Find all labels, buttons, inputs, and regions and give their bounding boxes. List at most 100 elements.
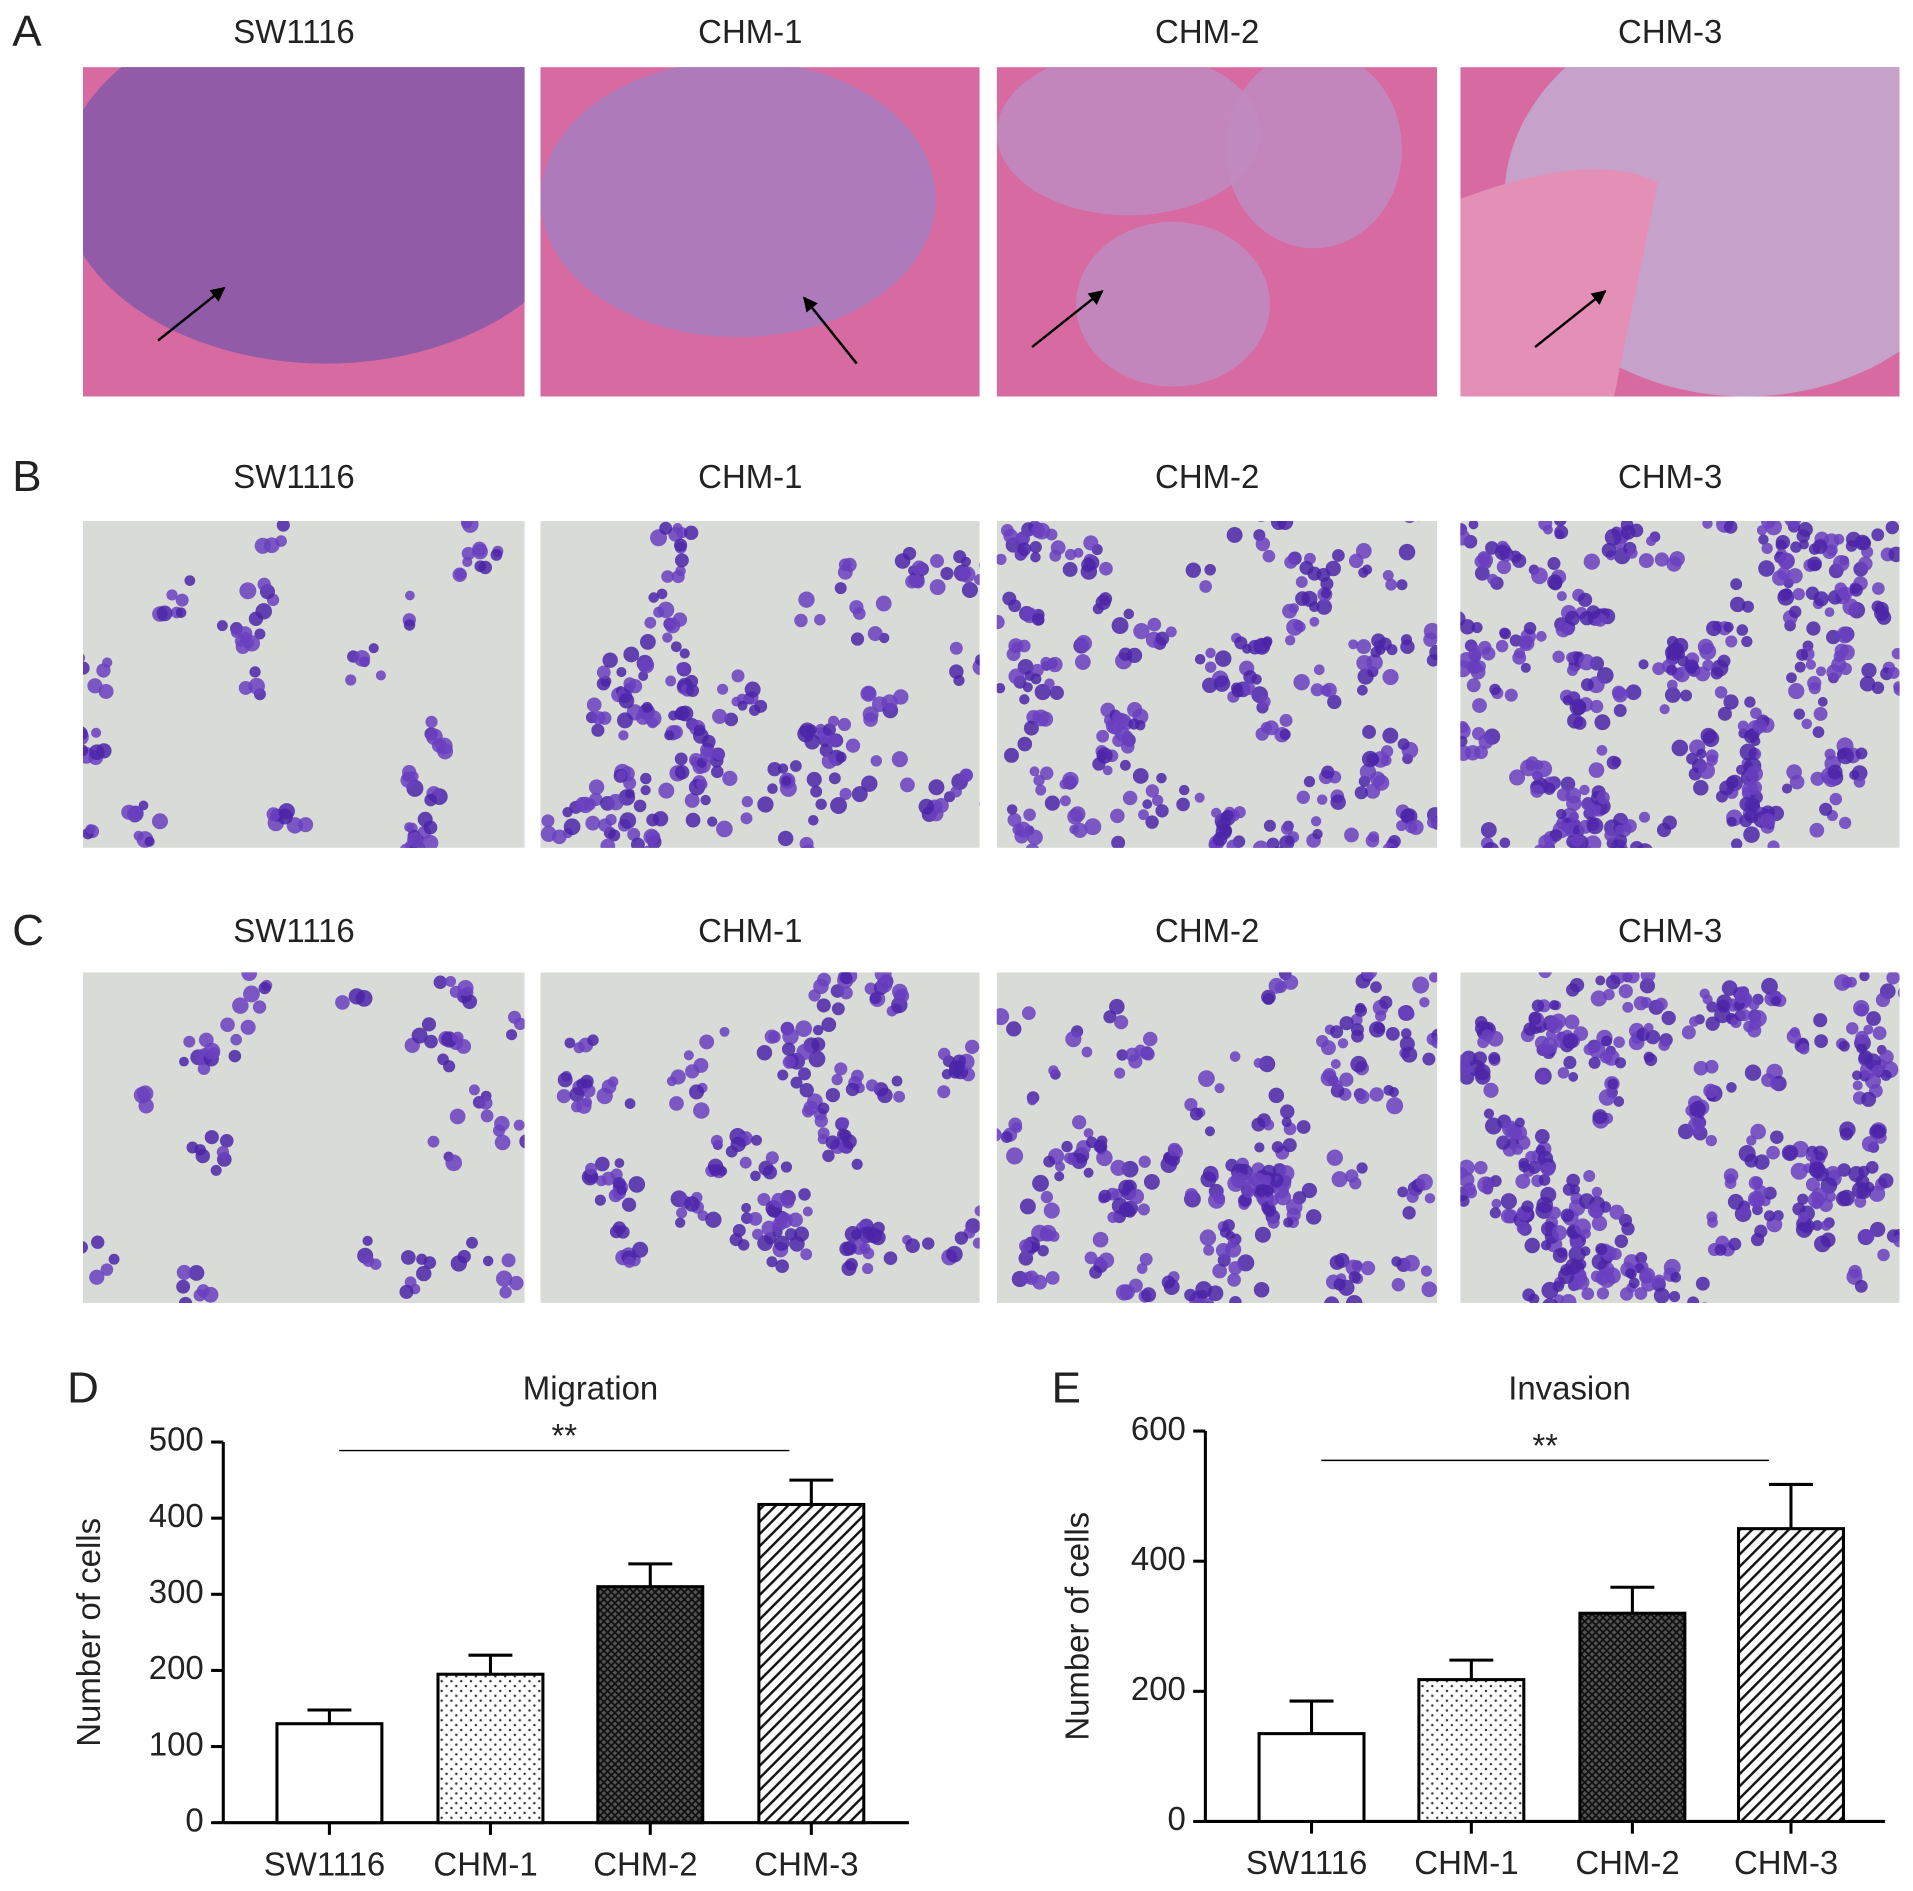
- cell: [1741, 600, 1754, 613]
- cell: [996, 1128, 1002, 1142]
- cell: [1424, 1193, 1436, 1204]
- cell: [851, 1158, 863, 1170]
- cell: [1626, 547, 1638, 559]
- cell: [1329, 1255, 1345, 1270]
- error-bar: [789, 1478, 834, 1505]
- cell: [1006, 804, 1018, 815]
- cell: [585, 1162, 598, 1175]
- cell: [82, 653, 86, 663]
- cell: [564, 1037, 576, 1049]
- cell: [1258, 1055, 1276, 1073]
- cell: [839, 787, 852, 800]
- cell: [1035, 784, 1047, 796]
- cell: [774, 1235, 790, 1251]
- tumor-region: [996, 67, 1261, 216]
- cell: [946, 1245, 963, 1263]
- photo: [1460, 520, 1900, 848]
- cell: [89, 744, 105, 761]
- cell: [1138, 1155, 1151, 1168]
- cell: [98, 683, 114, 699]
- tumor-region: [1076, 221, 1270, 387]
- x-tick-label: CHM-1: [433, 1845, 537, 1882]
- cell: [1416, 1173, 1433, 1191]
- cell: [1605, 974, 1621, 990]
- cell: [176, 1264, 192, 1280]
- cell: [1504, 688, 1518, 702]
- photo-content: [996, 505, 1438, 848]
- cell: [1855, 1030, 1869, 1045]
- cell: [1045, 1271, 1060, 1285]
- cell: [197, 1062, 211, 1075]
- cell: [633, 799, 647, 813]
- x-tick-label: SW1116: [1246, 1844, 1367, 1881]
- cell: [1595, 975, 1606, 986]
- cell: [1820, 1220, 1832, 1231]
- cell: [1261, 989, 1276, 1005]
- cell: [1123, 608, 1135, 620]
- cell: [643, 845, 652, 848]
- cell: [804, 733, 821, 750]
- cell: [1205, 647, 1216, 659]
- cell: [1081, 1046, 1093, 1058]
- cell: [1083, 1167, 1094, 1178]
- cell: [596, 665, 611, 680]
- cell: [814, 1114, 828, 1128]
- cell: [1758, 560, 1775, 577]
- cell: [1554, 525, 1569, 540]
- cell: [1460, 660, 1472, 678]
- cell: [1813, 591, 1829, 607]
- photo-label: CHM-2: [1155, 458, 1259, 495]
- cell: [243, 985, 260, 1003]
- cell: [1870, 1221, 1886, 1238]
- cell: [1829, 792, 1843, 806]
- cell: [662, 632, 673, 643]
- cell: [1739, 743, 1757, 761]
- cell: [640, 785, 651, 796]
- cell: [1369, 1087, 1384, 1102]
- cell: [1807, 676, 1822, 691]
- cell: [1562, 695, 1574, 706]
- cell: [656, 588, 668, 600]
- cell: [1743, 826, 1760, 843]
- cell: [1767, 840, 1780, 848]
- cell: [1569, 811, 1580, 822]
- y-tick-label: 400: [1131, 1540, 1186, 1577]
- cell: [1253, 1281, 1270, 1298]
- cell: [891, 751, 908, 768]
- cell: [1019, 1239, 1032, 1253]
- cell: [1483, 1108, 1495, 1119]
- cell: [1866, 1011, 1881, 1026]
- cell: [981, 782, 991, 792]
- cell: [1126, 647, 1143, 664]
- cell: [1113, 1304, 1124, 1315]
- cell: [1064, 548, 1077, 561]
- cell: [1025, 843, 1039, 848]
- cell: [1282, 603, 1297, 619]
- cell: [1748, 1017, 1762, 1031]
- cell: [834, 582, 847, 595]
- cell: [1111, 617, 1129, 635]
- cell: [1213, 1192, 1226, 1205]
- cell: [1562, 1033, 1579, 1049]
- cell: [1048, 1065, 1059, 1076]
- cell: [1531, 999, 1545, 1012]
- cell: [602, 652, 618, 668]
- cell: [541, 814, 555, 828]
- cell: [1015, 821, 1032, 838]
- bar: [1578, 1611, 1687, 1823]
- cell: [240, 1019, 256, 1035]
- cell: [775, 1259, 789, 1274]
- cell: [1043, 1155, 1056, 1168]
- cell: [657, 601, 675, 619]
- cell: [1200, 1171, 1217, 1188]
- cell: [860, 685, 877, 702]
- cell: [1296, 790, 1310, 805]
- cell: [1032, 1174, 1049, 1192]
- cell: [576, 1098, 592, 1114]
- cell: [684, 525, 699, 540]
- cell: [1552, 1248, 1568, 1263]
- cell: [1525, 1150, 1537, 1163]
- cell: [1739, 1205, 1751, 1217]
- cell: [1279, 728, 1291, 740]
- cell: [1247, 505, 1259, 517]
